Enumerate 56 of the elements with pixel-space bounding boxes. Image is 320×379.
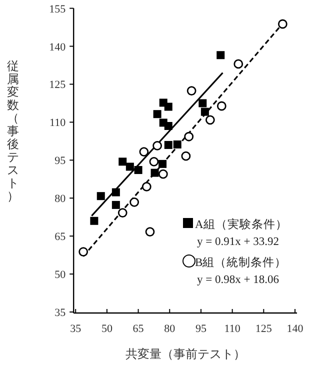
x-tick-label: 35: [70, 323, 82, 335]
point: [112, 200, 120, 209]
point: [152, 141, 162, 150]
x-axis-title: 共変量（事前テスト）: [125, 347, 246, 361]
point: [112, 188, 120, 196]
x-tick-label: 80: [164, 323, 176, 335]
annotation: y = 0.91x + 33.92: [197, 236, 280, 248]
point: [150, 168, 159, 177]
point: [78, 247, 88, 256]
point: [216, 51, 225, 60]
point: [173, 140, 182, 148]
point: [134, 166, 142, 174]
x-tick-label: 140: [286, 323, 304, 335]
text: 従属変数（事後テスト）: [7, 59, 19, 203]
point: [118, 158, 127, 166]
y-tick-label: 110: [50, 117, 66, 130]
point: [149, 156, 159, 166]
point: [216, 101, 226, 111]
point: [184, 132, 194, 142]
point: [118, 208, 128, 218]
y-tick-label: 140: [49, 41, 66, 54]
point: [90, 216, 98, 225]
y-tick-label: 80: [54, 193, 66, 206]
point: [278, 19, 288, 29]
y-tick-label: 95: [54, 155, 66, 168]
x-tick-label: 50: [101, 323, 113, 335]
point: [96, 192, 105, 200]
y-tick-label: 125: [49, 79, 66, 92]
point: [200, 108, 209, 116]
point: [139, 147, 149, 156]
y-tick-label: 65: [54, 231, 66, 244]
point: [181, 151, 191, 161]
point: [164, 140, 172, 149]
x-tick-label: 95: [195, 323, 207, 335]
legend-label: A組（実験条件）: [195, 217, 288, 231]
point: [164, 122, 172, 130]
point: [158, 169, 168, 179]
point: [234, 59, 244, 69]
x-tick-label: 65: [132, 323, 144, 335]
y-tick-label: 155: [49, 3, 66, 16]
point: [142, 182, 152, 192]
x-tick-label: 125: [255, 323, 272, 335]
point: [130, 197, 140, 207]
y-tick-label: 35: [54, 307, 66, 319]
y-tick-label: 50: [54, 269, 66, 282]
point: [145, 227, 155, 236]
legend-label: B組（統制条件）: [195, 256, 287, 269]
point: [158, 160, 167, 168]
point: [205, 115, 215, 125]
annotation: y = 0.98x + 18.06: [197, 274, 280, 286]
point: [126, 162, 134, 171]
point: [164, 102, 172, 111]
x-tick-label: 110: [224, 323, 241, 335]
point: [198, 99, 207, 108]
point: [153, 110, 162, 118]
point: [186, 86, 196, 96]
